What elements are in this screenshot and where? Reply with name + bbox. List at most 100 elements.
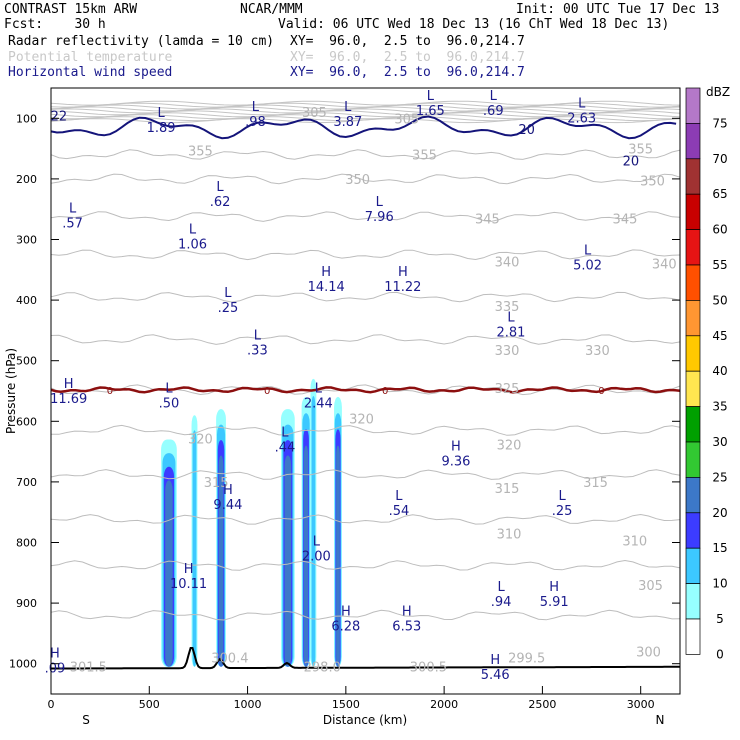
theta-contour-345 — [50, 211, 681, 222]
x-tick-label-2000: 2000 — [430, 698, 458, 711]
wind-extremum-value-27: .94 — [491, 595, 512, 610]
colorbar-swatch-30 — [685, 406, 701, 443]
wind-extremum-H-marker-29: H — [341, 604, 351, 619]
wind-extremum-L-marker-24: L — [558, 489, 566, 504]
y-tick-label-800: 800 — [16, 537, 37, 550]
theta-label-29: 305 — [394, 112, 419, 127]
wind-extremum-L-marker-4: L — [252, 100, 260, 115]
wind-extremum-value-11: 5.02 — [573, 259, 602, 274]
colorbar-swatch-0 — [685, 618, 701, 655]
wind-extremum-value-12: 14.14 — [308, 280, 345, 295]
theta-label-19: 315 — [583, 476, 608, 491]
x-tick-label-0: 0 — [48, 698, 55, 711]
wind-extremum-L-marker-10: L — [189, 223, 197, 238]
wind-extremum-L-marker-6: L — [578, 96, 586, 111]
wind-extremum-value-26: 10.11 — [170, 577, 207, 592]
colorbar-swatch-25 — [685, 441, 701, 478]
freezing-level-line — [50, 386, 681, 394]
field1-name: Radar reflectivity (lamda = 10 cm) — [8, 34, 275, 49]
wind-extremum-value-25: 2.00 — [302, 550, 331, 565]
theta-label-10: 335 — [495, 300, 520, 315]
theta-label-26: 299.5 — [508, 652, 545, 667]
x-tick-label-500: 500 — [139, 698, 160, 711]
wind-extremum-value-6: 2.63 — [567, 111, 596, 126]
y-tick-label-900: 900 — [16, 597, 37, 610]
colorbar-label-30: 30 — [712, 435, 727, 449]
wind-extremum-L-marker-20: L — [281, 426, 289, 441]
valid-time: Valid: 06 UTC Wed 18 Dec 13 (16 ChT Wed … — [278, 17, 670, 32]
y-tick-label-1000: 1000 — [9, 658, 37, 671]
reflectivity-cell-1-20dbz — [165, 480, 173, 667]
wind-extremum-H-marker-30: H — [402, 604, 412, 619]
reflectivity-cell-2-10dbz — [192, 430, 197, 667]
wind-extremum-L-marker-1: L — [490, 89, 498, 104]
wind-extremum-L-marker-5: L — [344, 100, 352, 115]
reflectivity-cell-6-10dbz — [311, 396, 316, 667]
wind-extremum-H-marker-12: H — [321, 265, 331, 280]
field3-name: Horizontal wind speed — [8, 65, 173, 80]
theta-label-30: 305 — [302, 106, 327, 121]
wind-extremum-H-marker-21: H — [451, 439, 461, 454]
field2-name: Potential temperature — [8, 50, 173, 65]
theta-label-8: 340 — [495, 255, 520, 270]
wind-extremum-H-marker-17: H — [64, 377, 74, 392]
wind-extremum-L-marker-15: L — [507, 310, 515, 325]
colorbar-label-0: 0 — [716, 647, 724, 661]
wind-extremum-L-marker-8: L — [216, 180, 224, 195]
freezing-level-label-1: 0 — [107, 386, 113, 397]
jet-label-3: 20 — [623, 155, 640, 170]
colorbar-title: dBZ — [706, 85, 730, 99]
theta-label-18: 315 — [495, 482, 520, 497]
jet-label-1: 22 — [51, 109, 68, 124]
theta-contour-355 — [50, 149, 681, 160]
theta-label-6: 345 — [475, 212, 500, 227]
wind-extremum-L-marker-14: L — [224, 286, 232, 301]
south-end-label: S — [82, 713, 90, 727]
theta-contour-310 — [50, 513, 681, 525]
theta-label-12: 330 — [585, 344, 610, 359]
colorbar-swatch-40 — [685, 335, 701, 372]
wind-extremum-L-marker-25: L — [313, 535, 321, 550]
theta-contour-upper-2 — [50, 102, 681, 108]
wind-extremum-L-marker-18: L — [165, 381, 173, 396]
reflectivity-cell-3-20dbz — [218, 455, 224, 667]
theta-label-3: 355 — [628, 143, 653, 158]
theta-contour-350 — [50, 173, 681, 185]
colorbar-swatch-20 — [685, 477, 701, 514]
wind-extremum-value-19: 2.44 — [304, 396, 333, 411]
theta-label-14: 320 — [188, 432, 213, 447]
colorbar-swatch-5 — [685, 583, 701, 620]
wind-extremum-L-marker-2: L — [427, 89, 435, 104]
theta-label-1: 355 — [412, 149, 437, 164]
colorbar-swatch-45 — [685, 300, 701, 337]
colorbar-label-15: 15 — [712, 541, 727, 555]
theta-label-11: 330 — [495, 344, 520, 359]
theta-label-16: 320 — [497, 438, 522, 453]
theta-label-21: 310 — [622, 535, 647, 550]
theta-label-4: 350 — [345, 173, 370, 188]
wind-extremum-value-29: 6.28 — [331, 619, 360, 634]
wind-extremum-H-marker-31: H — [50, 647, 60, 662]
colorbar-label-35: 35 — [712, 400, 727, 414]
colorbar-swatch-75 — [685, 87, 701, 124]
theta-contour-340 — [50, 249, 681, 261]
init-time: Init: 00 UTC Tue 17 Dec 13 — [516, 2, 720, 17]
y-tick-label-200: 200 — [16, 173, 37, 186]
colorbar-swatch-55 — [685, 229, 701, 266]
theta-label-25: 300.5 — [410, 661, 447, 676]
theta-contour-315 — [50, 469, 681, 480]
wind-extremum-value-14: .25 — [218, 301, 239, 316]
colorbar-label-20: 20 — [712, 506, 727, 520]
wind-extremum-value-20: .44 — [275, 441, 296, 456]
colorbar-swatch-10 — [685, 547, 701, 584]
jet-isotach-contour — [50, 115, 677, 140]
y-axis-title: Pressure (hPa) — [4, 348, 18, 434]
colorbar-label-65: 65 — [712, 187, 727, 201]
wind-extremum-L-marker-9: L — [376, 195, 384, 210]
wind-extremum-L-marker-16: L — [254, 329, 262, 344]
reflectivity-cell-5-20dbz — [303, 445, 309, 667]
wind-extremum-L-marker-27: L — [498, 580, 506, 595]
theta-label-27: 298.0 — [304, 661, 341, 676]
freezing-level-label-4: 0 — [598, 386, 604, 397]
